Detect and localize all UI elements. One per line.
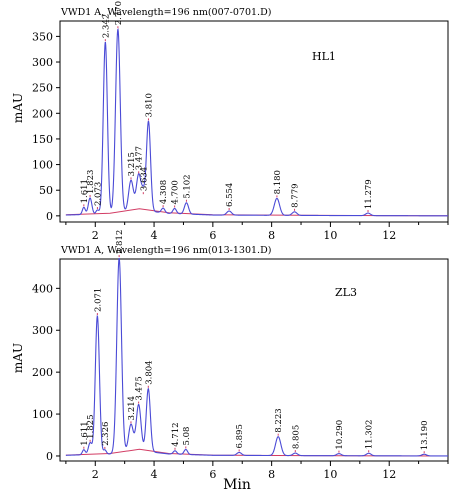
y-tick-label: 350 <box>32 30 53 43</box>
peak-label: 8.180 <box>273 170 283 194</box>
y-axis-label: mAU <box>11 343 25 373</box>
peak-label: 2.342 <box>101 14 111 38</box>
y-tick-label: 100 <box>32 408 53 421</box>
peak-label: 3.215 <box>127 152 137 176</box>
peak-label: 3.634 <box>139 167 149 191</box>
x-tick-label: 8 <box>268 229 275 242</box>
panel-header: VWD1 A, Wavelength=196 nm(013-1301.D) <box>60 245 271 256</box>
peak-label: 3.477 <box>135 146 145 170</box>
peak-label: 8.779 <box>291 183 301 207</box>
peak-label: 4.308 <box>159 180 169 204</box>
y-tick-label: 100 <box>32 159 53 172</box>
x-tick-label: 2 <box>92 229 99 242</box>
peak-label: 8.805 <box>291 425 301 449</box>
x-tick-label: 4 <box>151 468 158 481</box>
trace-layer <box>65 28 448 217</box>
peak-label: 4.700 <box>171 180 181 204</box>
peak-label: 2.770 <box>114 1 124 25</box>
peak-label: 2.812 <box>115 230 125 254</box>
y-tick-label: 400 <box>32 282 53 295</box>
peak-label: 11.279 <box>364 179 374 209</box>
peak-label: 13.190 <box>420 420 430 450</box>
x-tick-label: 6 <box>209 229 216 242</box>
peak-label: 11.302 <box>365 420 375 450</box>
y-axis-label: mAU <box>11 93 25 123</box>
peak-label: 1.825 <box>86 414 96 438</box>
peak-label: 2.071 <box>93 288 103 312</box>
trace-layer <box>65 257 448 457</box>
peak-label: 1.611 <box>80 179 90 203</box>
chromatogram-trace <box>65 257 448 457</box>
x-tick-label: 4 <box>151 229 158 242</box>
plot-frame <box>59 20 449 223</box>
x-tick-label: 12 <box>382 468 396 481</box>
panel-header: VWD1 A, Wavelength=196 nm(007-0701.D) <box>60 7 271 18</box>
x-tick-label: 6 <box>209 468 216 481</box>
y-tick-label: 300 <box>32 324 53 337</box>
x-tick-label: 8 <box>268 468 275 481</box>
y-tick-label: 250 <box>32 82 53 95</box>
sample-label: ZL3 <box>335 286 357 299</box>
peak-label: 1.823 <box>86 170 96 194</box>
peak-label: 10.290 <box>335 420 345 450</box>
chromatogram-panel-hl1: VWD1 A, Wavelength=196 nm(007-0701.D) HL… <box>11 1 449 242</box>
sample-label: HL1 <box>312 50 336 63</box>
peak-label: 1.611 <box>80 421 90 445</box>
axes: 0 50 100 150 200 250 300 350 2 4 6 8 10 12 <box>32 20 449 242</box>
peak-label: 2.073 <box>93 182 103 206</box>
y-tick-label: 300 <box>32 56 53 69</box>
y-tick-label: 50 <box>39 184 53 197</box>
x-axis-label: Min <box>223 477 251 493</box>
peak-label: 6.895 <box>235 424 245 448</box>
x-tick-label: 12 <box>382 229 396 242</box>
y-tick-label: 150 <box>32 133 53 146</box>
x-tick-label: 10 <box>323 468 337 481</box>
y-tick-label: 0 <box>46 210 53 223</box>
peak-label: 3.804 <box>144 360 154 384</box>
peak-label: 5.102 <box>182 174 192 198</box>
x-tick-label: 2 <box>92 468 99 481</box>
peak-label: 3.214 <box>127 396 137 420</box>
peak-label: 8.223 <box>274 408 284 432</box>
y-tick-label: 200 <box>32 366 53 379</box>
axes: 0 100 200 300 400 2 4 6 8 10 12 <box>32 258 449 481</box>
y-tick-label: 200 <box>32 107 53 120</box>
y-tick-label: 0 <box>46 450 53 463</box>
chromatogram-panel-zl3: VWD1 A, Wavelength=196 nm(013-1301.D) ZL… <box>11 230 449 493</box>
peak-label: 3.475 <box>135 376 145 400</box>
plot-frame <box>59 258 449 462</box>
peak-label: 3.810 <box>144 93 154 117</box>
peak-label: 2.326 <box>101 422 111 446</box>
x-tick-label: 10 <box>323 229 337 242</box>
peak-label: 5.08 <box>182 427 192 446</box>
peak-label: 6.554 <box>225 183 235 207</box>
chromatogram-trace <box>65 28 448 217</box>
peak-label: 4.712 <box>171 422 181 446</box>
